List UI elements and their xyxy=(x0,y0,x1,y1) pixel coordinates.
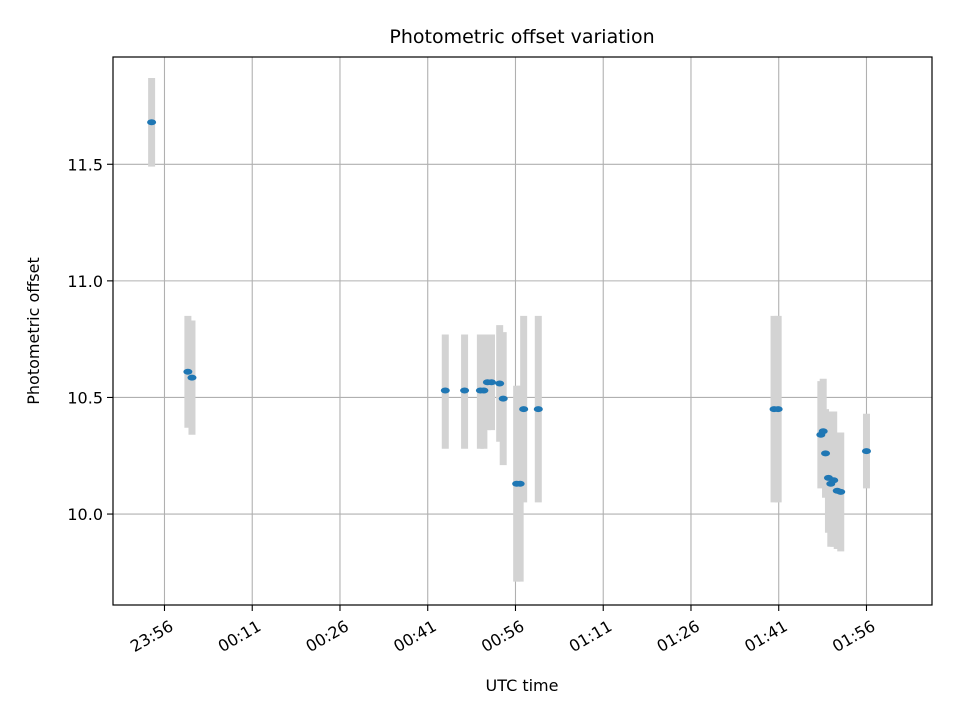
x-axis: 23:56 00:11 00:26 00:41 00:56 01:11 01:26 01:41… xyxy=(127,605,878,656)
data-point xyxy=(821,450,831,457)
grid xyxy=(113,57,932,605)
y-axis: 10.0 10.5 11.0 11.5 xyxy=(67,155,113,524)
y-axis-label: Photometric offset xyxy=(24,257,43,405)
error-bars xyxy=(148,77,870,582)
y-tick-label: 10.0 xyxy=(67,505,103,524)
data-point xyxy=(460,387,470,394)
data-point xyxy=(836,488,846,495)
x-tick-label: 00:11 xyxy=(215,616,264,656)
data-points xyxy=(147,119,871,495)
x-tick-label: 01:56 xyxy=(829,616,878,656)
data-point xyxy=(861,448,871,455)
data-point xyxy=(519,406,529,413)
data-point xyxy=(495,380,505,387)
data-point xyxy=(773,406,783,413)
y-tick-label: 10.5 xyxy=(67,388,103,407)
chart-title: Photometric offset variation xyxy=(389,26,654,48)
x-tick-label: 01:26 xyxy=(654,616,703,656)
x-axis-label: UTC time xyxy=(486,676,559,695)
data-point xyxy=(829,477,839,484)
data-point xyxy=(533,406,543,413)
data-point xyxy=(479,387,489,394)
data-point xyxy=(187,374,197,381)
x-tick-label: 00:41 xyxy=(390,616,439,656)
x-tick-label: 01:11 xyxy=(566,616,615,656)
plot-frame xyxy=(112,56,933,606)
y-tick-label: 11.5 xyxy=(67,155,103,174)
data-point xyxy=(498,395,508,402)
data-point xyxy=(440,387,450,394)
x-tick-label: 01:41 xyxy=(741,616,790,656)
x-tick-label: 00:56 xyxy=(478,616,527,656)
data-point xyxy=(515,480,525,487)
x-tick-label: 00:26 xyxy=(303,616,352,656)
data-point xyxy=(147,119,157,126)
y-tick-label: 11.0 xyxy=(67,272,103,291)
x-tick-label: 23:56 xyxy=(127,616,176,656)
data-point xyxy=(183,368,193,375)
data-point xyxy=(486,379,496,386)
data-point xyxy=(818,428,828,435)
